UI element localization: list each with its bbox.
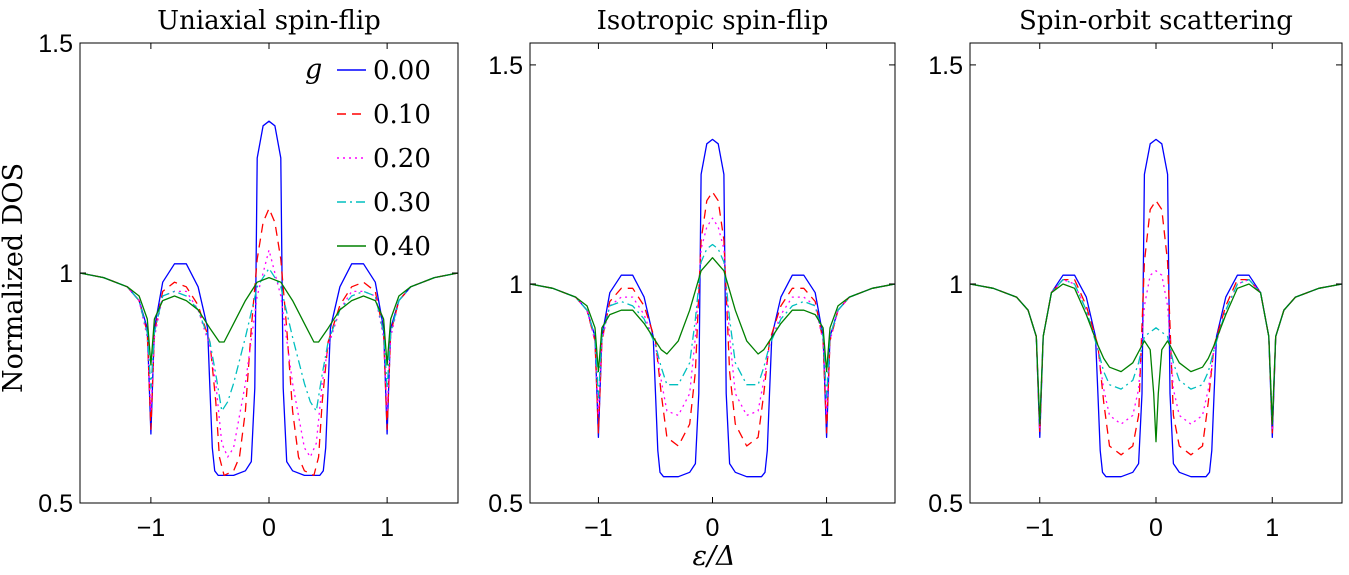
- series-line-g-0.30: [530, 243, 895, 399]
- legend-label: 0.00: [373, 56, 431, 86]
- series-line-g-0.10: [80, 207, 458, 477]
- series-line-g-0.00: [530, 138, 895, 478]
- legend-label: 0.30: [373, 188, 431, 218]
- x-tick-label: 0: [1149, 514, 1163, 542]
- y-tick-label: 1: [949, 271, 963, 299]
- chart-panel-1: Uniaxial spin-flip −1 0 1 0.5 1 1.5: [38, 6, 459, 542]
- legend-symbol: g: [305, 54, 322, 85]
- y-tick-label: 0.5: [38, 490, 73, 518]
- x-tick-label: 1: [820, 514, 834, 542]
- y-tick-label: 1: [509, 271, 523, 299]
- x-tick-label: −1: [584, 514, 613, 542]
- legend-label: 0.40: [373, 232, 431, 262]
- x-tick-label: 0: [706, 514, 720, 542]
- y-tick-label: 0.5: [928, 490, 963, 518]
- series-line-g-0.20: [80, 249, 458, 458]
- y-tick-label: 1.5: [488, 52, 523, 80]
- x-tick-label: 1: [1265, 514, 1279, 542]
- series-line-g-0.20: [530, 217, 895, 417]
- series-line-g-0.30: [970, 278, 1342, 425]
- series-line-g-0.40: [970, 283, 1342, 443]
- series-line-g-0.00: [80, 120, 458, 477]
- legend-label: 0.20: [373, 144, 431, 174]
- series-line-g-0.30: [80, 267, 458, 412]
- panel-title: Uniaxial spin-flip: [157, 6, 381, 36]
- panel-title: Spin-orbit scattering: [1019, 6, 1293, 36]
- series-group: [970, 138, 1342, 478]
- series-line-g-0.40: [530, 257, 895, 373]
- legend-label: 0.10: [373, 100, 431, 130]
- series-line-g-0.10: [530, 191, 895, 447]
- legend: g 0.00 0.10 0.20 0.30 0.40: [305, 54, 431, 262]
- x-tick-label: −1: [137, 514, 166, 542]
- series-group: [80, 120, 458, 477]
- y-tick-label: 1.5: [928, 52, 963, 80]
- x-tick-label: 1: [380, 514, 394, 542]
- x-tick-label: 0: [262, 514, 276, 542]
- x-axis-label: ε/Δ: [692, 541, 735, 572]
- y-tick-label: 1: [59, 260, 73, 288]
- series-group: [530, 138, 895, 478]
- chart-panel-2: Isotropic spin-flip −1 0 1 0.5 1 1.5: [488, 6, 896, 542]
- series-line-g-0.20: [970, 270, 1342, 430]
- y-axis-label: Normalized DOS: [0, 163, 29, 393]
- panel-title: Isotropic spin-flip: [597, 6, 829, 36]
- x-tick-label: −1: [1025, 514, 1054, 542]
- y-tick-label: 0.5: [488, 490, 523, 518]
- series-line-g-0.00: [970, 138, 1342, 478]
- y-tick-label: 1.5: [38, 30, 73, 58]
- chart-panel-3: Spin-orbit scattering −1 0 1 0.5 1 1.5: [928, 6, 1343, 542]
- axes-frame: [529, 42, 896, 504]
- series-line-g-0.40: [80, 272, 458, 366]
